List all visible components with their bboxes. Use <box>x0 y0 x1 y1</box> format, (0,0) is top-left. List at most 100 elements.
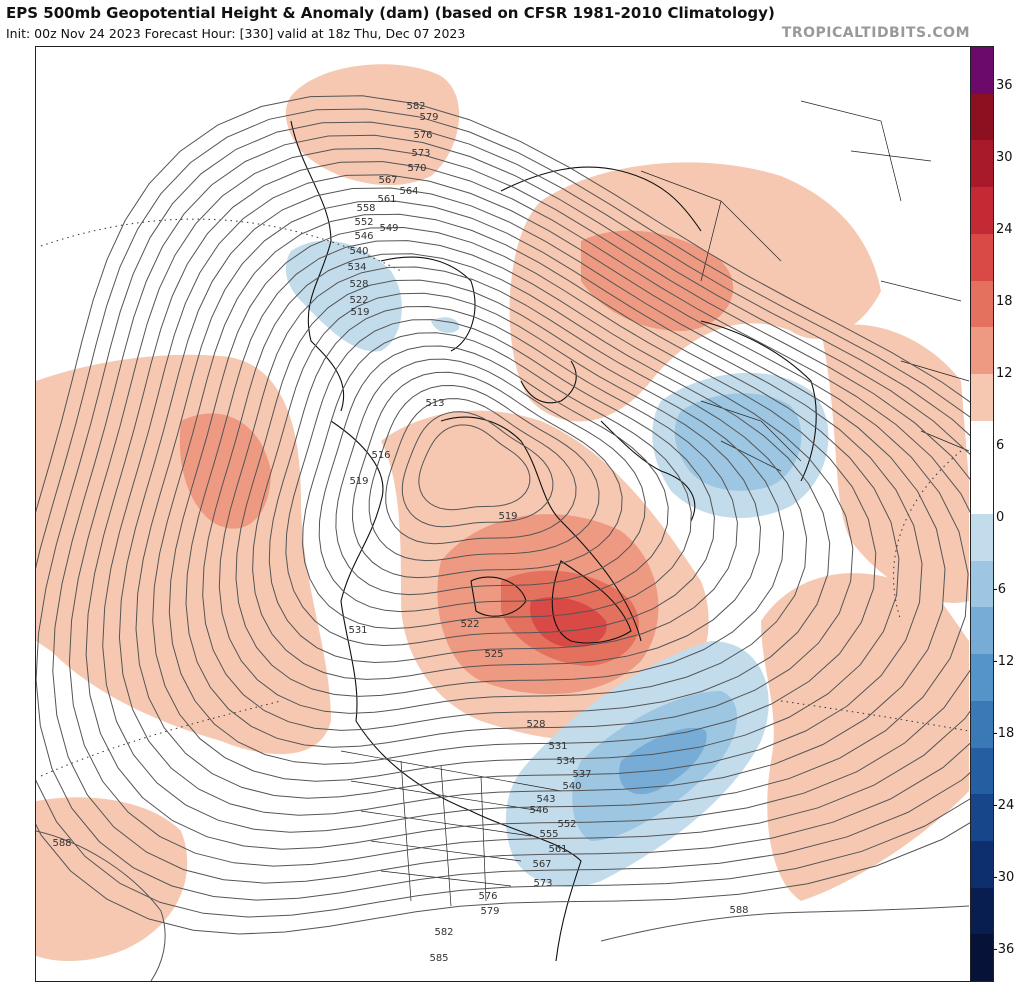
contour-label: 558 <box>356 203 375 214</box>
positive-anomaly-shading <box>36 64 969 961</box>
contour-label: 540 <box>349 246 368 257</box>
colorbar-segment <box>971 140 993 188</box>
coastlines <box>290 120 817 962</box>
contour-label: 576 <box>478 891 497 902</box>
colorbar-segment <box>971 93 993 141</box>
map-title: EPS 500mb Geopotential Height & Anomaly … <box>6 4 775 22</box>
colorbar-tick-label: -6 <box>993 582 1006 597</box>
contour-label: 579 <box>419 112 438 123</box>
contour-label: 513 <box>425 398 444 409</box>
height-contour-line <box>202 253 831 731</box>
contour-label: 543 <box>536 794 555 805</box>
height-contour-line <box>418 424 531 511</box>
contour-label: 519 <box>498 511 517 522</box>
height-contour-line <box>85 161 970 850</box>
colorbar-segment <box>971 607 993 655</box>
colorbar-tick-label: 6 <box>996 438 1005 453</box>
colorbar-tick-label: -36 <box>993 942 1015 957</box>
colorbar-segment <box>971 373 993 422</box>
height-contour-line <box>302 332 692 630</box>
contour-label: 582 <box>434 927 453 938</box>
colorbar-segment <box>971 887 993 935</box>
map-canvas: 5825795765735705675645615585525495465405… <box>36 64 970 981</box>
negative-anomaly-shading <box>285 240 829 887</box>
height-contour-line <box>268 305 738 664</box>
contour-label: 561 <box>548 844 567 855</box>
colorbar-segment <box>971 233 993 281</box>
contour-label: 576 <box>413 130 432 141</box>
contour-label: 519 <box>349 476 368 487</box>
contour-label: 567 <box>378 175 397 186</box>
colorbar-segment <box>971 514 993 562</box>
map-panel: 582 579 576 573 570 567 564 561 558 552 549 546 540 5… <box>35 46 971 982</box>
colorbar-segment <box>971 654 993 702</box>
contour-label: 588 <box>729 905 748 916</box>
height-contour-line <box>235 279 785 697</box>
contour-label: 531 <box>348 625 367 636</box>
colorbar-tick-label: 30 <box>996 150 1013 165</box>
source-watermark: TROPICALTIDBITS.COM <box>781 25 970 41</box>
colorbar-segment <box>971 934 993 982</box>
colorbar-segment <box>971 420 993 468</box>
colorbar-segment <box>971 794 993 842</box>
height-contours <box>36 95 970 981</box>
contour-label: 546 <box>529 805 548 816</box>
colorbar-segment <box>971 280 993 328</box>
height-contour-line <box>36 121 970 901</box>
height-contour-line <box>318 345 669 613</box>
colorbar-segment <box>971 467 993 515</box>
contour-label: 561 <box>377 194 396 205</box>
contour-label: 573 <box>533 878 552 889</box>
height-contour-line <box>401 411 554 528</box>
height-contour-line <box>368 384 600 562</box>
latitude-circles <box>40 218 970 777</box>
height-contour-line <box>218 266 808 714</box>
height-contour-line <box>351 371 623 579</box>
colorbar-tick-label: 18 <box>996 294 1013 309</box>
height-contour-line <box>252 292 762 680</box>
colorbar <box>970 46 994 982</box>
colorbar-tick-label: 36 <box>996 78 1013 93</box>
height-contour-line <box>135 200 923 799</box>
contour-label: 564 <box>399 186 418 197</box>
map-subtitle: Init: 00z Nov 24 2023 Forecast Hour: [33… <box>6 26 466 41</box>
colorbar-tick-label: -12 <box>993 654 1015 669</box>
contour-label: 534 <box>556 756 575 767</box>
height-contour-line <box>118 187 946 816</box>
contour-label: 519 <box>350 307 369 318</box>
contour-label: 525 <box>484 649 503 660</box>
colorbar-tick-label: -18 <box>993 726 1015 741</box>
height-contour-line <box>36 108 970 918</box>
height-contour-line <box>68 147 970 867</box>
colorbar-segment <box>971 747 993 795</box>
colorbar-tick-label: 24 <box>996 222 1013 237</box>
contour-label: 555 <box>539 829 558 840</box>
contour-label: 588 <box>52 838 71 849</box>
height-contour-line <box>152 213 900 782</box>
contour-label: 540 <box>562 781 581 792</box>
height-contour-line <box>335 358 646 596</box>
colorbar-segment <box>971 560 993 608</box>
colorbar-segment <box>971 47 993 95</box>
contour-label: 522 <box>460 619 479 630</box>
contour-label: 579 <box>480 906 499 917</box>
contour-label: 552 <box>354 217 373 228</box>
height-contour-line <box>168 226 877 765</box>
contour-label: 570 <box>407 163 426 174</box>
height-contour-line <box>52 134 970 884</box>
contour-label: 546 <box>354 231 373 242</box>
contour-label: 585 <box>429 953 448 964</box>
colorbar-segment <box>971 187 993 235</box>
contour-label: 528 <box>349 279 368 290</box>
contour-label: 549 <box>379 223 398 234</box>
colorbar-tick-label: -24 <box>993 798 1015 813</box>
contour-label: 573 <box>411 148 430 159</box>
colorbar-segment <box>971 327 993 375</box>
colorbar-tick-label: -30 <box>993 870 1015 885</box>
contour-label: 534 <box>347 262 366 273</box>
contour-label: 528 <box>526 719 545 730</box>
contour-labels: 5825795765735705675645615585525495465405… <box>52 101 748 964</box>
height-contour-line <box>36 95 970 935</box>
contour-label: 567 <box>532 859 551 870</box>
colorbar-tick-label: 0 <box>996 510 1005 525</box>
